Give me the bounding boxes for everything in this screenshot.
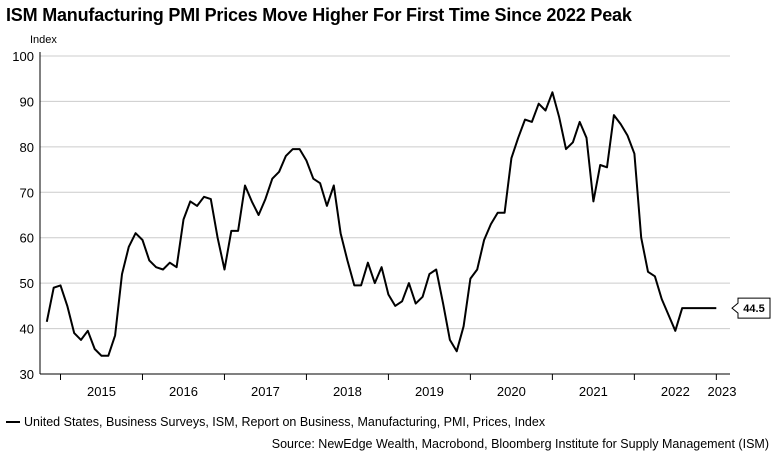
last-value-label: 44.5: [743, 303, 764, 315]
axes: 30 40 50 60 70 80 90 100 Index 2015 2016 2017 2018 20…: [12, 34, 736, 399]
legend-label: United States, Business Surveys, ISM, Re…: [24, 415, 546, 429]
value-label-layer: 44.5: [731, 297, 771, 319]
x-tick-label: 2019: [415, 384, 444, 399]
y-tick-label: 30: [20, 367, 34, 382]
chart-title: ISM Manufacturing PMI Prices Move Higher…: [6, 5, 632, 25]
y-tick-label: 90: [20, 94, 34, 109]
x-tick-label: 2015: [87, 384, 116, 399]
y-tick-label: 50: [20, 276, 34, 291]
x-tick-label: 2016: [169, 384, 198, 399]
series-layer: [45, 91, 717, 357]
x-tick-label: 2022: [661, 384, 690, 399]
y-tick-label: 80: [20, 140, 34, 155]
y-tick-label: 70: [20, 185, 34, 200]
x-tick-label: 2018: [333, 384, 362, 399]
y-tick-label: 100: [12, 49, 34, 64]
legend: United States, Business Surveys, ISM, Re…: [6, 415, 545, 429]
y-axis-title: Index: [30, 34, 57, 46]
x-tick-label: 2023: [708, 384, 737, 399]
legend-line-swatch: [6, 421, 20, 423]
gridlines: [40, 55, 730, 375]
last-value-box: [731, 297, 771, 319]
x-tick-label: 2020: [497, 384, 526, 399]
x-tick-label: 2021: [579, 384, 608, 399]
x-tick-label: 2017: [251, 384, 280, 399]
y-tick-label: 40: [20, 322, 34, 337]
source-note: Source: NewEdge Wealth, Macrobond, Bloom…: [271, 437, 769, 451]
y-tick-label: 60: [20, 231, 34, 246]
series-line: [45, 91, 717, 357]
